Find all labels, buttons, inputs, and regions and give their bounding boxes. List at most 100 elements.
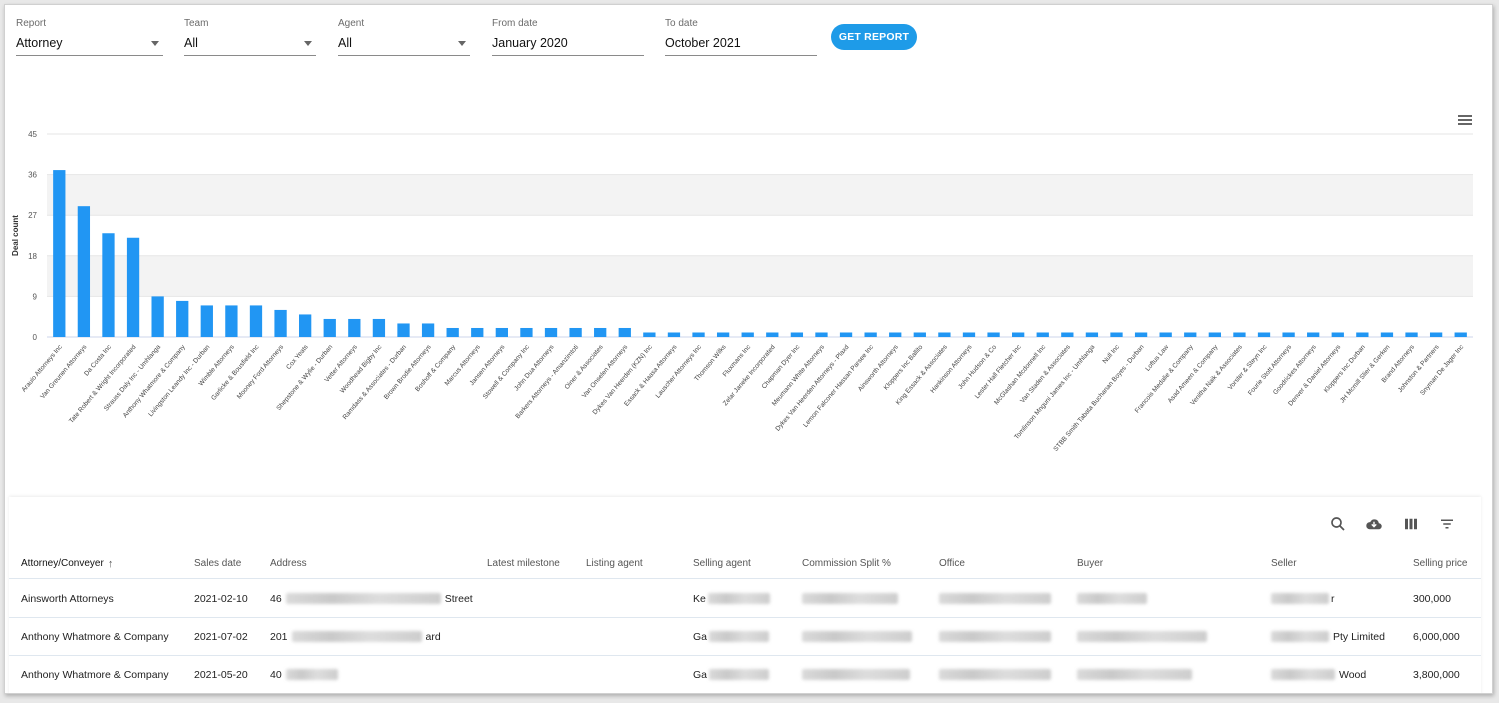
redacted-text: [939, 669, 1051, 680]
redacted-text: [1077, 669, 1192, 680]
attorney-cell: Anthony Whatmore & Company: [21, 668, 169, 681]
filter-icon[interactable]: [1438, 515, 1456, 533]
chart-bar: [643, 332, 656, 337]
selling-price-cell: 300,000: [1413, 592, 1451, 605]
to-date-field[interactable]: To date October 2021: [665, 17, 817, 56]
chart-bar: [225, 305, 238, 337]
redacted-text: [1271, 669, 1335, 680]
column-header-listing-agent[interactable]: Listing agent: [586, 558, 643, 569]
selling-price-cell: 3,800,000: [1413, 668, 1460, 681]
chart-bar: [790, 332, 804, 337]
chart-bar: [889, 332, 902, 337]
buyer-cell: [1077, 618, 1207, 655]
chevron-down-icon: [304, 41, 312, 46]
sort-ascending-icon[interactable]: ↑: [107, 557, 114, 570]
chart-bar: [151, 296, 164, 337]
address-text: 46: [270, 592, 282, 605]
column-header-seller[interactable]: Seller: [1271, 558, 1297, 569]
chart-bar: [1134, 332, 1148, 337]
redacted-text: [802, 631, 912, 642]
deal-count-chart: 0 9 18 27 36 45 Deal count Arauio Attorneys Inc…: [11, 130, 1473, 453]
chart-bar: [716, 332, 730, 337]
chart-bar: [1405, 332, 1418, 337]
y-axis-label: Deal count: [11, 215, 20, 256]
agent-select[interactable]: Agent All: [338, 17, 470, 56]
address-text: ard: [425, 630, 441, 643]
x-tick-label: Loftus Law: [1144, 344, 1170, 373]
redacted-text: [1271, 631, 1329, 642]
chart-bar: [102, 233, 115, 337]
table-row[interactable]: Ainsworth Attorneys 2021-02-10 46 Street …: [9, 580, 1481, 618]
team-select[interactable]: Team All: [184, 17, 316, 56]
chart-bar: [962, 332, 976, 337]
address-cell: 201 ard: [270, 618, 441, 655]
chart-bar: [1061, 332, 1074, 337]
column-header-selling-price[interactable]: Selling price: [1413, 558, 1468, 569]
selling-agent-text: Ke: [693, 592, 706, 605]
address-text: Street: [444, 592, 473, 605]
column-header-buyer[interactable]: Buyer: [1077, 558, 1104, 569]
chart-bar: [569, 327, 582, 337]
seller-cell: r: [1271, 580, 1335, 617]
x-tick-label: Van Staden & Associates: [1019, 343, 1072, 404]
column-header-latest-milestone[interactable]: Latest milestone: [487, 558, 560, 569]
column-header-selling-agent[interactable]: Selling agent: [693, 558, 751, 569]
agent-value: All: [338, 36, 352, 50]
chart-bar: [446, 327, 459, 337]
column-header-label: Attorney/Conveyer: [21, 558, 104, 569]
column-header-office[interactable]: Office: [939, 558, 965, 569]
chart-bar: [1184, 332, 1197, 337]
address-cell: 46 Street: [270, 580, 473, 617]
chart-bar: [741, 332, 754, 337]
redacted-text: [1077, 631, 1207, 642]
chart-bar: [495, 327, 508, 337]
chart-bar: [299, 314, 312, 337]
report-select[interactable]: Report Attorney: [16, 17, 163, 56]
chart-bar: [1282, 332, 1295, 337]
x-tick-label: Snyman De Jager Inc: [1419, 343, 1466, 397]
search-icon[interactable]: [1329, 515, 1347, 533]
x-tick-label: Null Inc: [1102, 343, 1122, 365]
columns-icon[interactable]: [1402, 515, 1420, 533]
x-tick-label: Fourie Stott Attorneys: [1247, 343, 1294, 397]
column-header-commission-split[interactable]: Commission Split %: [802, 558, 891, 569]
x-tick-label: Asad Ameen & Company: [1167, 343, 1220, 404]
chart-bar: [938, 332, 951, 337]
chart-bar: [839, 332, 853, 337]
selling-agent-cell: Ga: [693, 618, 770, 655]
chart-bar: [372, 318, 386, 337]
chart-bar: [274, 309, 287, 337]
to-date-label: To date: [665, 18, 698, 29]
agent-label: Agent: [338, 18, 365, 29]
x-tick-label: Stowell & Company Inc: [482, 343, 532, 400]
address-cell: 40: [270, 656, 342, 693]
team-label: Team: [184, 18, 209, 29]
column-header-address[interactable]: Address: [270, 558, 307, 569]
chart-bar: [471, 327, 484, 337]
table-row[interactable]: Anthony Whatmore & Company 2021-05-20 40…: [9, 656, 1481, 693]
office-cell: [939, 618, 1051, 655]
column-header-attorney[interactable]: Attorney/Conveyer ↑: [21, 549, 113, 578]
commission-cell: [802, 580, 898, 617]
report-label: Report: [16, 18, 47, 29]
y-tick-label: 9: [33, 292, 38, 301]
chart-bar: [1012, 332, 1025, 337]
chart-bar: [126, 237, 140, 337]
deals-table: Attorney/Conveyer ↑ Sales date Address La…: [9, 497, 1481, 693]
y-tick-label: 36: [28, 171, 37, 180]
get-report-button[interactable]: GET REPORT: [831, 24, 917, 50]
chart-bar: [766, 332, 779, 337]
selling-agent-text: Ga: [693, 630, 708, 643]
table-row[interactable]: Anthony Whatmore & Company 2021-07-02 20…: [9, 618, 1481, 656]
commission-cell: [802, 656, 910, 693]
team-value: All: [184, 36, 198, 50]
buyer-cell: [1077, 580, 1147, 617]
from-date-field[interactable]: From date January 2020: [492, 17, 644, 56]
from-date-label: From date: [492, 18, 538, 29]
chart-bar: [1257, 332, 1271, 337]
selling-agent-text: Ga: [693, 668, 708, 681]
cloud-download-icon[interactable]: [1365, 515, 1383, 533]
to-date-value: October 2021: [665, 36, 741, 50]
hamburger-menu-icon[interactable]: [1458, 115, 1472, 127]
column-header-sales-date[interactable]: Sales date: [194, 558, 242, 569]
